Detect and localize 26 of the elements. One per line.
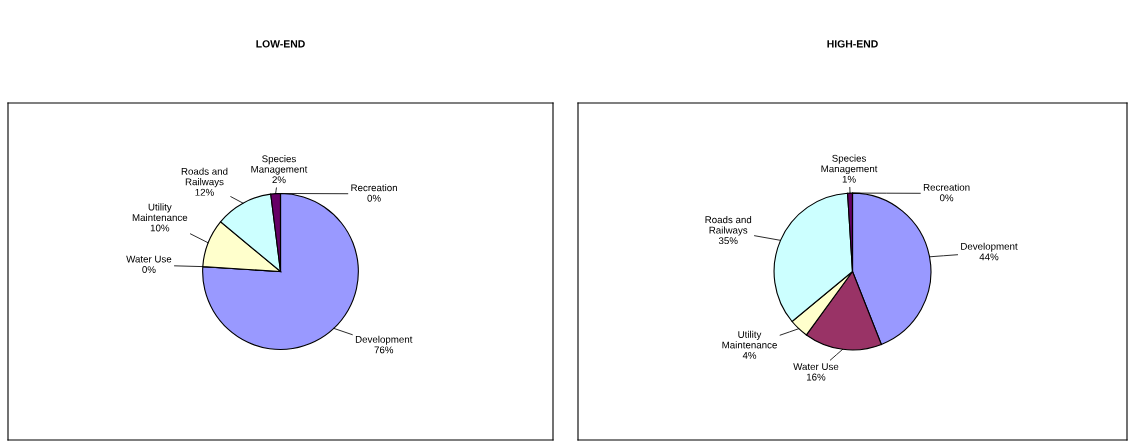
slice-label: Water Use xyxy=(793,363,839,371)
slice-label: Species Management xyxy=(251,155,308,175)
category-label: Recreation xyxy=(351,184,397,192)
category-label: Recreation xyxy=(923,183,970,191)
text: 0% xyxy=(939,194,954,202)
slice-label: Species Management xyxy=(821,154,878,175)
text: 0% xyxy=(367,194,381,202)
slice-label: Roads and Railways xyxy=(181,167,228,188)
slice-label: Roads and Railways xyxy=(705,216,752,236)
slice-label: Utility Maintenance xyxy=(132,203,188,221)
slice-label: Utility Maintenance xyxy=(722,330,777,349)
data-label: 12% xyxy=(195,188,214,196)
data-label: 1% xyxy=(842,175,856,183)
data-label: 4% xyxy=(742,352,757,359)
data-label: 10% xyxy=(150,224,170,232)
text: 0% xyxy=(142,266,156,273)
category-label: Water Use xyxy=(126,255,172,263)
chart-title: LOW-END xyxy=(256,40,305,48)
data-label: 35% xyxy=(718,237,738,245)
slice-label: Development xyxy=(355,335,413,345)
data-label: 76% xyxy=(374,346,394,354)
data-label: 44% xyxy=(979,253,999,261)
chart-title: HIGH-END xyxy=(827,40,878,48)
data-label: 2% xyxy=(272,176,286,184)
slice-label: Development xyxy=(961,242,1018,252)
data-label: 16% xyxy=(806,373,826,381)
